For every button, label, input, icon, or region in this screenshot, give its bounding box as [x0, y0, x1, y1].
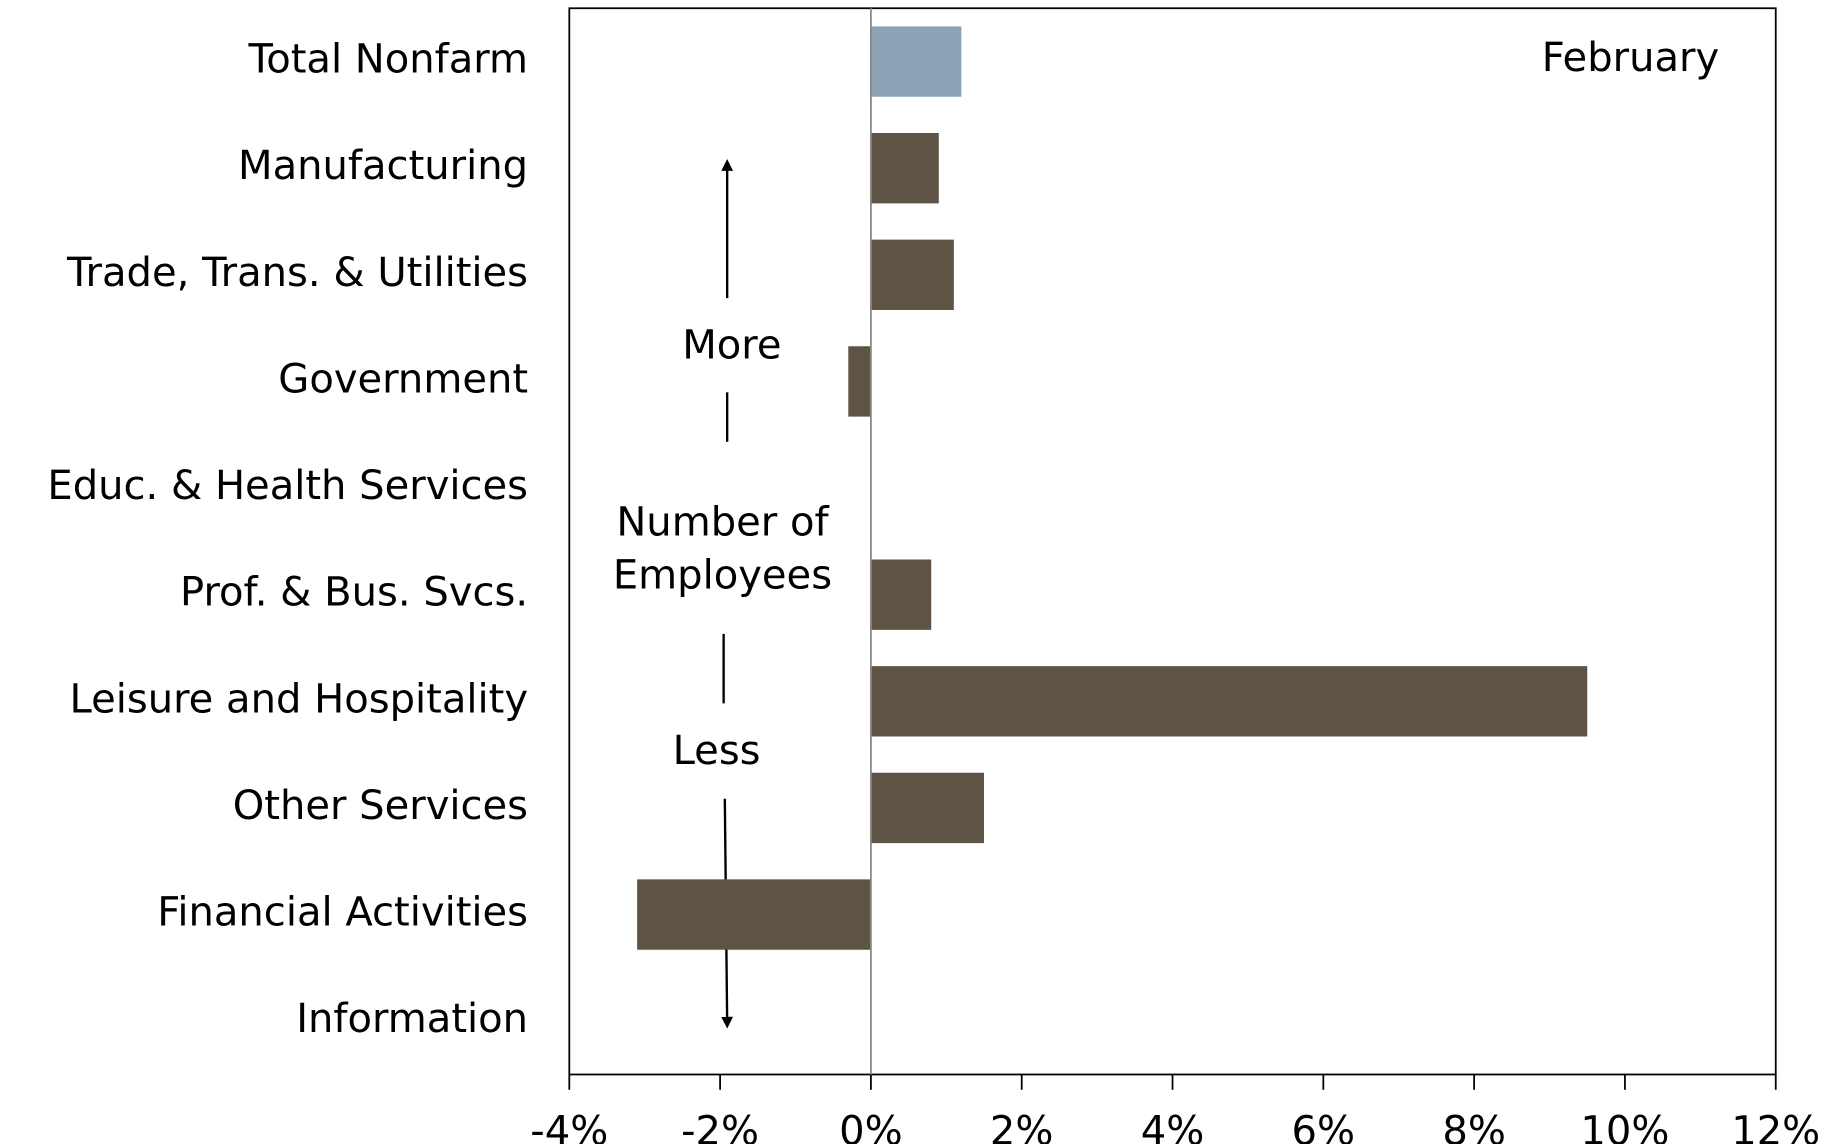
x-tick-label: 6%	[1292, 1108, 1356, 1144]
y-tick-label: Leisure and Hospitality	[69, 676, 528, 722]
annotation: Employees	[613, 552, 832, 598]
y-tick-label: Total Nonfarm	[248, 37, 529, 83]
x-tick-label: 10%	[1580, 1108, 1669, 1144]
y-tick-label: Manufacturing	[238, 143, 528, 189]
x-tick-label: 4%	[1141, 1108, 1205, 1144]
annotation: Less	[673, 728, 761, 774]
y-tick-label: Trade, Trans. & Utilities	[66, 250, 528, 296]
bar	[870, 559, 932, 630]
bar	[848, 346, 871, 417]
y-tick-label: Financial Activities	[157, 890, 528, 936]
bar	[870, 666, 1588, 737]
x-tick-label: 12%	[1731, 1108, 1820, 1144]
bar	[870, 239, 954, 310]
x-tick-label: -4%	[530, 1108, 608, 1144]
y-tick-label: Government	[278, 356, 528, 402]
annotation: February	[1542, 35, 1719, 81]
y-tick-label: Information	[296, 996, 528, 1042]
y-tick-label: Educ. & Health Services	[47, 463, 528, 509]
y-tick-label: Other Services	[233, 783, 528, 829]
bar	[870, 26, 962, 97]
x-tick-label: 8%	[1442, 1108, 1506, 1144]
x-tick-label: 0%	[839, 1108, 903, 1144]
y-tick-label: Prof. & Bus. Svcs.	[180, 570, 528, 616]
bar	[637, 879, 871, 950]
annotation: Number of	[616, 499, 829, 545]
bar	[870, 132, 939, 204]
bar	[870, 772, 985, 844]
x-tick-label: -2%	[681, 1108, 759, 1144]
x-tick-label: 2%	[990, 1108, 1054, 1144]
annotation: More	[682, 323, 781, 369]
